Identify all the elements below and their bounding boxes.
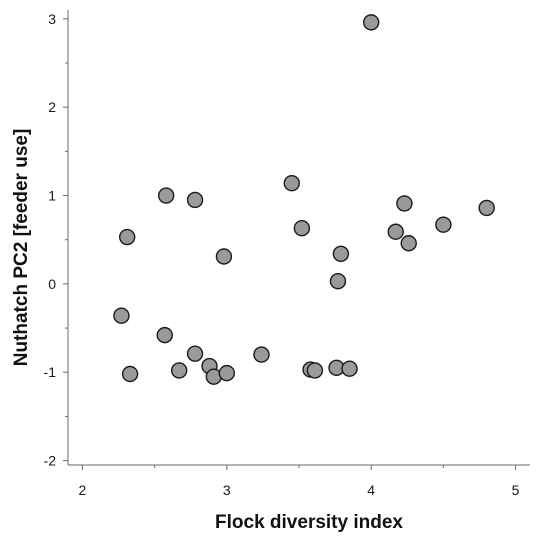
data-point	[329, 273, 347, 290]
data-point	[118, 228, 136, 246]
data-point	[215, 248, 233, 265]
data-point	[156, 326, 173, 344]
data-point	[400, 235, 417, 252]
data-point	[306, 362, 324, 379]
data-point	[396, 195, 413, 212]
x-tick-label: 3	[223, 482, 231, 498]
data-point	[170, 362, 188, 379]
data-point	[332, 245, 350, 263]
data-point	[293, 220, 311, 237]
data-point	[113, 307, 130, 324]
data-point	[341, 360, 358, 377]
axes: 3 2 1 0 -1 -2 2 3 4 5	[44, 10, 530, 498]
x-axis-title: Flock diversity index	[215, 512, 403, 533]
data-point	[362, 14, 380, 31]
data-point	[186, 191, 204, 209]
x-tick-label: 5	[512, 482, 520, 498]
x-tick-label: 4	[367, 482, 375, 498]
data-point	[186, 345, 204, 362]
data-point	[435, 216, 452, 233]
data-point	[253, 346, 270, 363]
data-point	[218, 364, 236, 382]
y-tick-label: -1	[44, 364, 57, 380]
data-point	[283, 174, 300, 192]
y-tick-label: 1	[48, 188, 56, 204]
data-point	[387, 223, 404, 240]
y-tick-label: -2	[44, 453, 57, 469]
x-tick-label: 2	[79, 482, 87, 498]
axis-labels: Flock diversity index Nuthatch PC2 [feed…	[11, 129, 403, 533]
data-points	[113, 14, 495, 385]
y-tick-label: 2	[48, 99, 56, 115]
y-axis-title: Nuthatch PC2 [feeder use]	[11, 129, 32, 367]
data-point	[478, 199, 495, 217]
data-point	[157, 187, 175, 204]
y-tick-label: 3	[48, 11, 56, 27]
data-point	[121, 365, 139, 383]
y-tick-label: 0	[48, 276, 56, 292]
